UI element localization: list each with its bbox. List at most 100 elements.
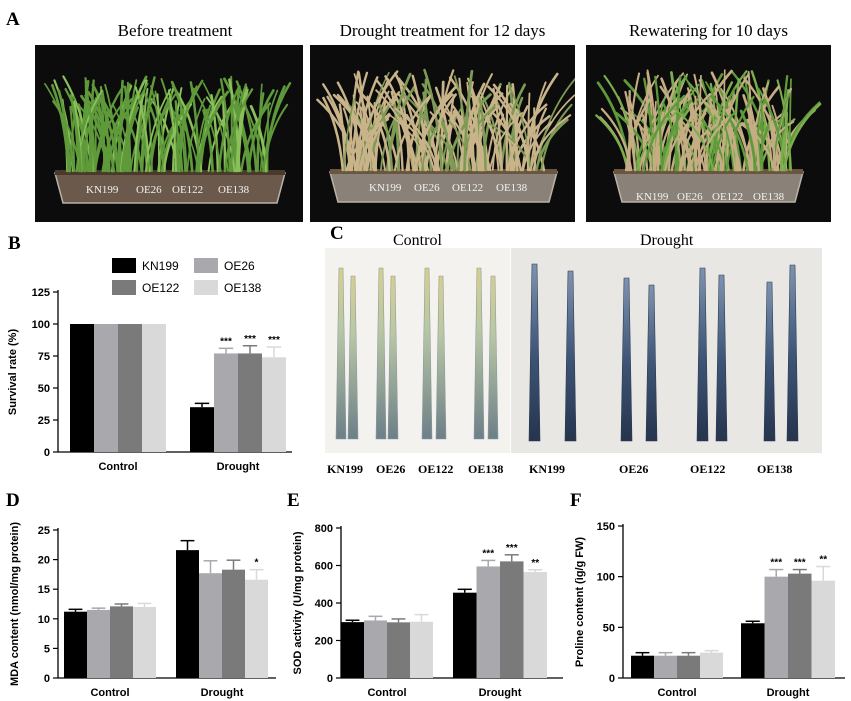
significance-label: **: [819, 555, 827, 566]
bar-oe138-control: [410, 621, 433, 678]
x-tick-label: Drought: [217, 461, 260, 473]
bar-oe138-control: [142, 324, 166, 452]
y-tick-label: 0: [609, 673, 615, 685]
bar-oe138-drought: [811, 580, 835, 678]
leaf-label: OE26: [619, 462, 649, 476]
bar-kn199-drought: [176, 550, 199, 678]
leaf-staining-photo: [325, 248, 822, 453]
bar-kn199-drought: [190, 407, 214, 452]
tray-label: OE122: [712, 191, 744, 203]
photo-drought-treatment: [310, 45, 575, 222]
bar-oe138-control: [133, 606, 156, 678]
y-tick-label: 150: [597, 521, 615, 533]
significance-label: *: [255, 558, 259, 569]
bar-kn199-control: [631, 655, 654, 678]
x-tick-label: Drought: [479, 687, 522, 699]
tray-label: OE138: [496, 182, 528, 194]
bar-oe138-drought: [262, 357, 286, 452]
leaf-label: OE122: [418, 462, 454, 476]
y-tick-label: 600: [315, 561, 333, 573]
bar-kn199-control: [341, 622, 364, 678]
y-tick-label: 0: [44, 447, 50, 459]
y-tick-label: 0: [44, 673, 50, 685]
y-axis-label: Survival rate (%): [7, 329, 19, 416]
panel-letter-a: A: [6, 9, 20, 30]
legend-swatch: [194, 280, 218, 295]
leaf-label: OE138: [468, 462, 504, 476]
bar-oe122-drought: [788, 573, 812, 678]
bar-oe26-control: [364, 620, 387, 678]
tray-label: KN199: [369, 182, 402, 194]
legend-swatch: [112, 258, 136, 273]
y-tick-label: 200: [315, 636, 333, 648]
chart-survival-rate: 0 25 50 75 100 125 Survival rate (%) Control Dro…: [7, 258, 292, 473]
y-tick-label: 400: [315, 598, 333, 610]
photo-title-drought: Drought treatment for 12 days: [339, 21, 546, 40]
x-tick-label: Control: [98, 461, 137, 473]
photo-title-before: Before treatment: [117, 21, 233, 40]
tray-label: OE26: [677, 191, 703, 203]
bar-oe26-drought: [764, 576, 788, 678]
leaf-label: OE26: [376, 462, 406, 476]
legend-swatch: [112, 280, 136, 295]
chart-proline-content: 0 50 100 150 Proline content (ìg/g FW) Contro…: [574, 521, 845, 699]
tray-label: KN199: [636, 191, 669, 203]
y-tick-label: 25: [38, 415, 50, 427]
control-header: Control: [393, 232, 442, 249]
photo-before-treatment: [35, 45, 303, 222]
panel-letter-f: F: [570, 490, 582, 511]
bar-oe122-drought: [500, 561, 524, 678]
x-tick-label: Drought: [201, 687, 244, 699]
panel-letter-e: E: [287, 490, 300, 511]
significance-label: ***: [268, 335, 280, 346]
legend-label: OE138: [224, 281, 262, 295]
x-tick-label: Control: [657, 687, 696, 699]
y-tick-label: 100: [32, 319, 50, 331]
bar-oe26-drought: [214, 353, 238, 452]
bar-oe26-drought: [476, 566, 500, 678]
bar-kn199-control: [64, 611, 87, 678]
bar-kn199-control: [70, 324, 94, 452]
panel-letter-d: D: [6, 490, 20, 511]
y-tick-label: 0: [327, 673, 333, 685]
bar-oe26-control: [87, 609, 110, 678]
photo-rewatering: [586, 45, 831, 222]
y-tick-label: 50: [603, 622, 615, 634]
significance-label: ***: [220, 336, 232, 347]
tray-label: OE122: [452, 182, 484, 194]
bar-kn199-drought: [453, 592, 477, 678]
tray-label: OE138: [753, 191, 785, 203]
y-axis-label: MDA content (nmol/mg protein): [9, 522, 21, 686]
legend-label: OE26: [224, 259, 255, 273]
legend-label: KN199: [142, 259, 179, 273]
bar-oe138-control: [700, 652, 723, 678]
chart-sod-activity: 0 200 400 600 800 SOD activity (U/mg protein)…: [292, 523, 563, 699]
significance-label: ***: [506, 543, 518, 554]
x-tick-label: Control: [367, 687, 406, 699]
y-tick-label: 15: [38, 584, 50, 596]
bar-oe122-control: [110, 606, 133, 678]
leaf-label: OE138: [757, 462, 793, 476]
y-axis-label: SOD activity (U/mg protein): [292, 531, 304, 674]
leaf-label: KN199: [327, 462, 363, 476]
y-tick-label: 20: [38, 555, 50, 567]
photo-title-rewatering: Rewatering for 10 days: [628, 21, 789, 40]
panel-letter-c: C: [330, 223, 344, 244]
drought-header: Drought: [640, 232, 694, 249]
significance-label: ***: [244, 334, 256, 345]
leaf-label: OE122: [690, 462, 726, 476]
legend-swatch: [194, 258, 218, 273]
bar-oe122-drought: [238, 353, 262, 452]
y-tick-label: 75: [38, 351, 50, 363]
bar-kn199-drought: [741, 623, 765, 678]
leaf-label: KN199: [529, 462, 565, 476]
bar-oe122-control: [118, 324, 142, 452]
y-tick-label: 25: [38, 525, 50, 537]
significance-label: ***: [482, 548, 494, 559]
bar-oe138-drought: [245, 579, 268, 678]
y-tick-label: 125: [32, 287, 50, 299]
y-tick-label: 5: [44, 643, 50, 655]
significance-label: ***: [770, 558, 782, 569]
tray-label: OE26: [136, 184, 162, 196]
significance-label: ***: [794, 558, 806, 569]
